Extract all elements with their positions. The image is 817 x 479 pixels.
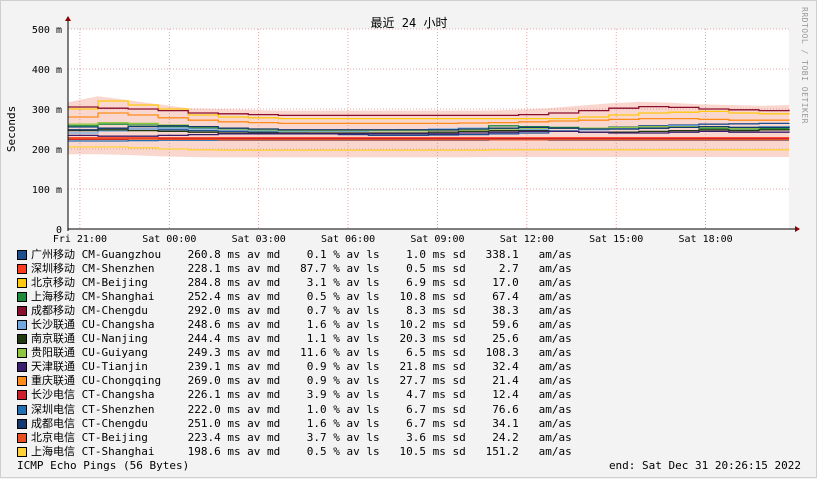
legend-swatch — [17, 390, 27, 401]
legend-text: 天津联通 CU-Tianjin 239.1 ms av md 0.9 % av … — [31, 360, 572, 374]
y-tick-label: 200 m — [32, 145, 62, 156]
legend-text: 成都电信 CT-Chengdu 251.0 ms av md 1.6 % av … — [31, 416, 572, 430]
footer-end-time: end: Sat Dec 31 20:26:15 2022 — [608, 459, 801, 472]
legend-row: 长沙联通 CU-Changsha 248.6 ms av md 1.6 % av… — [17, 318, 572, 332]
legend-row: 天津联通 CU-Tianjin 239.1 ms av md 0.9 % av … — [17, 360, 572, 374]
legend-swatch — [17, 418, 27, 429]
series-line — [68, 137, 789, 141]
x-tick-label: Sat 12:00 — [500, 234, 554, 245]
legend-swatch — [17, 376, 27, 387]
legend-swatch — [17, 320, 27, 331]
x-tick-label: Sat 09:00 — [410, 234, 464, 245]
legend-swatch — [17, 404, 27, 415]
series-line — [68, 105, 790, 117]
x-tick-label: Sat 15:00 — [589, 234, 643, 245]
legend-row: 深圳移动 CM-Shenzhen 228.1 ms av md 87.7 % a… — [17, 262, 572, 276]
legend-text: 深圳电信 CT-Shenzhen 222.0 ms av md 1.0 % av… — [31, 402, 572, 416]
series-line — [68, 129, 790, 134]
x-tick-label: Sat 06:00 — [321, 234, 375, 245]
y-axis-arrow — [65, 16, 71, 21]
legend-row: 贵阳联通 CU-Guiyang 249.3 ms av md 11.6 % av… — [17, 346, 572, 360]
series-line — [68, 112, 790, 125]
legend-row: 长沙电信 CT-Changsha 226.1 ms av md 3.9 % av… — [17, 388, 572, 402]
legend-swatch — [17, 432, 27, 443]
legend-text: 北京电信 CT-Beijing 223.4 ms av md 3.7 % av … — [31, 430, 572, 444]
footer-description: ICMP Echo Pings (56 Bytes) — [17, 459, 190, 472]
legend-swatch — [17, 264, 27, 275]
legend-text: 长沙电信 CT-Changsha 226.1 ms av md 3.9 % av… — [31, 388, 572, 402]
legend-text: 北京移动 CM-Beijing 284.8 ms av md 3.1 % av … — [31, 276, 572, 290]
legend-text: 南京联通 CU-Nanjing 244.4 ms av md 1.1 % av … — [31, 332, 572, 346]
y-tick-label: 300 m — [32, 105, 62, 116]
x-tick-label: Sat 00:00 — [142, 234, 196, 245]
y-tick-label: 100 m — [32, 185, 62, 196]
chart-title: 最近 24 小时 — [371, 16, 448, 30]
legend-row: 北京移动 CM-Beijing 284.8 ms av md 3.1 % av … — [17, 276, 572, 290]
series-line — [68, 146, 789, 151]
x-tick-label: Sat 03:00 — [232, 234, 286, 245]
legend: 广州移动 CM-Guangzhou 260.8 ms av md 0.1 % a… — [17, 248, 572, 459]
legend-row: 成都移动 CM-Chengdu 292.0 ms av md 0.7 % av … — [17, 304, 572, 318]
legend-row: 深圳电信 CT-Shenzhen 222.0 ms av md 1.0 % av… — [17, 403, 572, 417]
legend-swatch — [17, 334, 27, 345]
x-tick-label: Fri 21:00 — [53, 234, 107, 245]
axes-layer: 0 100 m 200 m 300 m 400 m 500 m Fri 21:00 Sat 0… — [32, 16, 800, 245]
x-tick-label: Sat 18:00 — [678, 234, 732, 245]
legend-text: 成都移动 CM-Chengdu 292.0 ms av md 0.7 % av … — [31, 304, 572, 318]
legend-swatch — [17, 278, 27, 289]
series-layer — [68, 100, 790, 151]
legend-row: 北京电信 CT-Beijing 223.4 ms av md 3.7 % av … — [17, 431, 572, 445]
series-line — [68, 125, 790, 131]
legend-row: 上海移动 CM-Shanghai 252.4 ms av md 0.5 % av… — [17, 290, 572, 304]
legend-text: 上海移动 CM-Shanghai 252.4 ms av md 0.5 % av… — [31, 290, 572, 304]
legend-text: 贵阳联通 CU-Guiyang 249.3 ms av md 11.6 % av… — [31, 346, 572, 360]
legend-row: 广州移动 CM-Guangzhou 260.8 ms av md 0.1 % a… — [17, 248, 572, 262]
legend-text: 深圳移动 CM-Shenzhen 228.1 ms av md 87.7 % a… — [31, 262, 572, 276]
series-line — [68, 130, 790, 137]
series-line — [68, 122, 790, 137]
legend-swatch — [17, 306, 27, 317]
legend-text: 长沙联通 CU-Changsha 248.6 ms av md 1.6 % av… — [31, 318, 572, 332]
legend-swatch — [17, 348, 27, 359]
legend-row: 上海电信 CT-Shanghai 198.6 ms av md 0.5 % av… — [17, 445, 572, 459]
series-line — [68, 100, 790, 120]
y-tick-label: 400 m — [32, 65, 62, 76]
x-axis-arrow — [795, 226, 800, 232]
rrdtool-credit: RRDTOOL / TOBI OETIKER — [800, 7, 809, 124]
legend-text: 广州移动 CM-Guangzhou 260.8 ms av md 0.1 % a… — [31, 248, 572, 261]
legend-row: 南京联通 CU-Nanjing 244.4 ms av md 1.1 % av … — [17, 332, 572, 346]
legend-text: 上海电信 CT-Shanghai 198.6 ms av md 0.5 % av… — [31, 444, 572, 458]
smoke-band — [68, 96, 789, 158]
legend-swatch — [17, 250, 27, 261]
legend-row: 成都电信 CT-Chengdu 251.0 ms av md 1.6 % av … — [17, 417, 572, 431]
legend-swatch — [17, 362, 27, 373]
y-axis-label: Seconds — [5, 106, 18, 152]
legend-swatch — [17, 292, 27, 303]
legend-swatch — [17, 446, 27, 457]
y-tick-label: 0 — [56, 225, 62, 236]
legend-text: 重庆联通 CU-Chongqing 269.0 ms av md 0.9 % a… — [31, 374, 572, 388]
y-tick-label: 500 m — [32, 25, 62, 36]
legend-row: 重庆联通 CU-Chongqing 269.0 ms av md 0.9 % a… — [17, 374, 572, 388]
